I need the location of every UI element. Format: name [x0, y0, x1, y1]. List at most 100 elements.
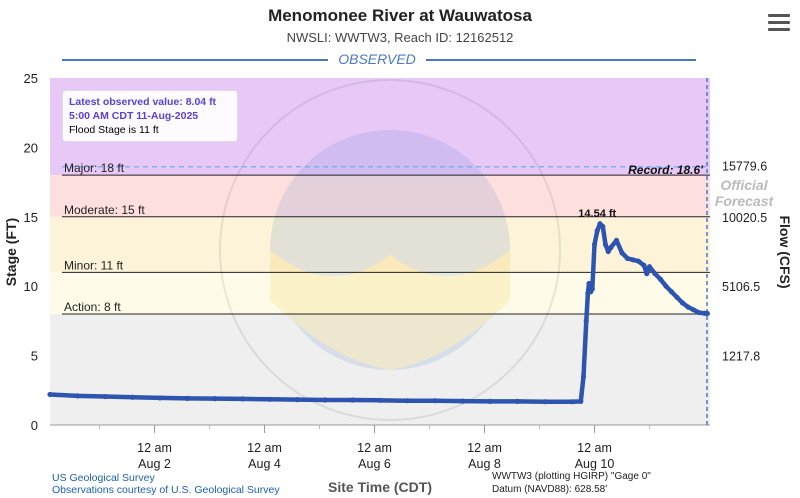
stage-point: [591, 241, 598, 248]
stage-point: [704, 310, 710, 317]
stage-point: [580, 373, 587, 380]
observations-credit[interactable]: Observations courtesy of U.S. Geological…: [52, 484, 280, 496]
threshold-label: Moderate: 15 ft: [64, 203, 145, 217]
stage-point: [668, 289, 675, 295]
chart-subtitle: NWSLI: WWTW3, Reach ID: 12162512: [286, 30, 514, 45]
stage-point: [514, 398, 521, 405]
stage-point: [459, 398, 466, 404]
source-link[interactable]: US Geological Survey: [52, 472, 155, 484]
moderate-band: [50, 175, 710, 217]
stage-point: [630, 257, 636, 263]
stage-point: [267, 396, 273, 402]
stage-point: [690, 307, 697, 313]
stage-point: [74, 393, 81, 399]
y-tick-label: 25: [24, 71, 38, 86]
y-tick-label: 20: [24, 140, 38, 155]
chart-labels: Major: 18 ft Moderate: 15 ft Minor: 11 ft A…: [64, 161, 704, 314]
stage-point: [646, 264, 653, 270]
threshold-label: Minor: 11 ft: [64, 258, 124, 272]
x-tick-label: Aug 4: [248, 457, 281, 471]
y-tick-label: 0: [31, 418, 38, 433]
record-label: Record: 18.6': [628, 163, 704, 177]
stage-point: [578, 398, 584, 405]
normal-band: [50, 313, 710, 425]
y2-axis-title: Flow (CFS): [777, 215, 793, 288]
x-tick-label: 12 am: [137, 441, 172, 455]
stage-point: [586, 280, 592, 287]
datum-info: WWTW3 (plotting HGIRP) "Gage 0" Datum (N…: [492, 470, 651, 496]
y2-tick-label: 5106.5: [722, 280, 760, 294]
stage-point: [569, 399, 576, 405]
stage-point: [600, 223, 606, 230]
stage-point: [657, 276, 664, 282]
stage-point: [641, 262, 647, 268]
forecast-label: Forecast: [715, 193, 775, 209]
observed-label: OBSERVED: [338, 51, 416, 67]
stage-point: [47, 391, 53, 398]
flood-stage-text: Flood Stage is 11 ft: [69, 124, 159, 136]
stage-point: [404, 398, 411, 404]
time-axis: 12 am Aug 2 12 am Aug 4 12 am Aug 6 12 am Aug 8…: [50, 424, 710, 471]
stage-point: [696, 309, 702, 316]
threshold-label: Major: 18 ft: [64, 161, 125, 175]
stage-point: [102, 393, 108, 400]
stage-point: [594, 228, 600, 234]
y2-tick-label: 1217.8: [722, 350, 760, 364]
stage-point: [157, 395, 163, 401]
flow-axis: 15779.6 10020.5 5106.5 1217.8: [722, 159, 767, 363]
threshold-lines: [62, 166, 710, 315]
stage-axis: 0 5 10 15 20 25: [24, 71, 38, 433]
noaa-watermark-icon: [219, 79, 561, 421]
stage-point: [613, 237, 620, 243]
stage-point: [589, 286, 595, 292]
y-tick-label: 15: [24, 210, 38, 225]
chart-title: Menomonee River at Wauwatosa: [268, 6, 532, 25]
stage-point: [294, 396, 301, 403]
y-axis-title: Stage (FT): [3, 218, 19, 286]
latest-value: Latest observed value: 8.04 ft: [69, 96, 217, 108]
stage-point: [239, 396, 246, 402]
x-tick-label: Aug 8: [468, 457, 501, 471]
stage-point: [212, 396, 218, 402]
x-tick-label: Aug 10: [575, 457, 615, 471]
x-tick-label: 12 am: [247, 441, 282, 455]
stage-point: [583, 318, 589, 324]
gage-datum: WWTW3 (plotting HGIRP) "Gage 0": [492, 471, 651, 482]
source-credits: US Geological Survey Observations courte…: [52, 472, 280, 496]
stage-point: [663, 283, 669, 289]
stage-point: [322, 397, 328, 403]
x-tick-label: Aug 2: [138, 457, 171, 471]
stage-point: [542, 399, 548, 405]
action-band: [50, 272, 710, 314]
stage-point: [619, 250, 625, 256]
stage-point: [674, 294, 680, 300]
stage-series: [47, 221, 710, 405]
stage-point: [349, 397, 356, 403]
stage-point: [487, 398, 493, 405]
x-tick-label: Aug 6: [358, 457, 391, 471]
x-tick-label: 12 am: [467, 441, 502, 455]
stage-point: [377, 397, 383, 403]
stage-point: [624, 255, 631, 262]
y-tick-label: 5: [31, 349, 38, 364]
y-tick-label: 10: [24, 279, 38, 294]
threshold-label: Action: 8 ft: [64, 300, 121, 314]
stage-point: [184, 395, 191, 401]
forecast-label: Official: [720, 177, 768, 193]
x-tick-label: 12 am: [357, 441, 392, 455]
latest-time: 5:00 AM CDT 11-Aug-2025: [69, 110, 199, 122]
datum-value: Datum (NAVD88): 628.58': [492, 484, 608, 495]
stage-point: [679, 300, 686, 306]
x-axis-title: Site Time (CDT): [328, 479, 432, 495]
stage-point: [432, 398, 438, 404]
x-tick-label: 12 am: [577, 441, 612, 455]
stage-point: [129, 394, 136, 400]
stage-point: [605, 248, 611, 255]
y2-tick-label: 15779.6: [722, 159, 767, 173]
stage-point: [652, 271, 658, 277]
stage-point: [685, 304, 691, 310]
peak-label: 14.54 ft: [578, 208, 616, 220]
hamburger-menu-icon[interactable]: [768, 14, 790, 32]
stage-point: [644, 271, 650, 277]
